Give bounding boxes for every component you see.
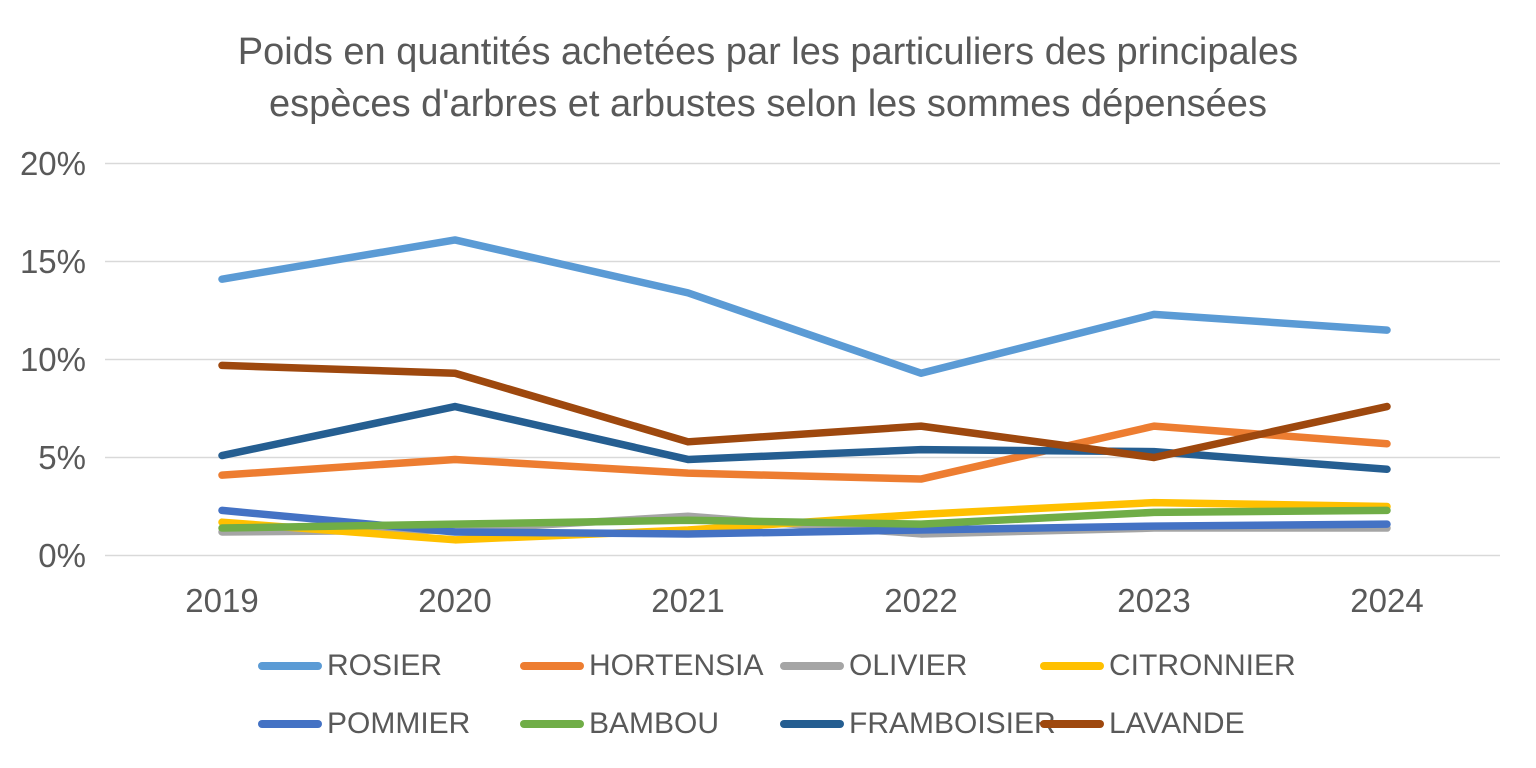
- y-axis-tick-10: 10%: [19, 341, 86, 378]
- legend-label-lavande: LAVANDE: [1109, 707, 1245, 740]
- legend-label-bambou: BAMBOU: [589, 707, 720, 740]
- y-axis-tick-20: 20%: [19, 145, 86, 182]
- legend-label-olivier: OLIVIER: [849, 649, 968, 682]
- legend-label-rosier: ROSIER: [327, 649, 443, 682]
- legend-swatch-olivier: [780, 662, 844, 670]
- series-line-bambou: [218, 506, 1391, 532]
- legend-swatch-hortensia: [520, 662, 584, 670]
- chart-title-line-2: espèces d'arbres et arbustes selon les s…: [269, 83, 1267, 125]
- series-line-hortensia: [218, 422, 1391, 483]
- series-line-rosier: [218, 236, 1391, 377]
- legend-item-pommier: POMMIER: [258, 706, 470, 742]
- legend-item-hortensia: HORTENSIA: [520, 648, 763, 684]
- legend-item-olivier: OLIVIER: [780, 648, 967, 684]
- x-axis-tick-2023: 2023: [1117, 582, 1191, 619]
- legend-item-framboisier: FRAMBOISIER: [780, 706, 1056, 742]
- legend-item-rosier: ROSIER: [258, 648, 442, 684]
- legend-label-pommier: POMMIER: [327, 707, 471, 740]
- legend-item-bambou: BAMBOU: [520, 706, 719, 742]
- legend-label-hortensia: HORTENSIA: [589, 649, 764, 682]
- legend-swatch-rosier: [258, 662, 322, 670]
- chart-title: Poids en quantités achetées par les part…: [0, 26, 1536, 130]
- legend-swatch-bambou: [520, 720, 584, 728]
- legend-item-lavande: LAVANDE: [1040, 706, 1245, 742]
- x-axis-tick-2020: 2020: [418, 582, 492, 619]
- x-axis-tick-2021: 2021: [651, 582, 725, 619]
- legend-swatch-framboisier: [780, 720, 844, 728]
- chart-title-line-1: Poids en quantités achetées par les part…: [237, 31, 1299, 73]
- legend-label-framboisier: FRAMBOISIER: [849, 707, 1056, 740]
- series-line-framboisier: [218, 402, 1391, 474]
- legend-swatch-citronnier: [1040, 662, 1104, 670]
- legend-swatch-lavande: [1040, 720, 1104, 728]
- legend-swatch-pommier: [258, 720, 322, 728]
- x-axis-tick-2019: 2019: [185, 582, 259, 619]
- y-axis-tick-0: 0%: [38, 537, 86, 574]
- series-line-lavande: [218, 361, 1391, 462]
- y-axis-tick-5: 5%: [38, 439, 86, 476]
- y-axis-tick-15: 15%: [19, 243, 86, 280]
- x-axis-tick-2022: 2022: [884, 582, 958, 619]
- legend-item-citronnier: CITRONNIER: [1040, 648, 1296, 684]
- x-axis-tick-2024: 2024: [1350, 582, 1424, 619]
- legend-label-citronnier: CITRONNIER: [1109, 649, 1296, 682]
